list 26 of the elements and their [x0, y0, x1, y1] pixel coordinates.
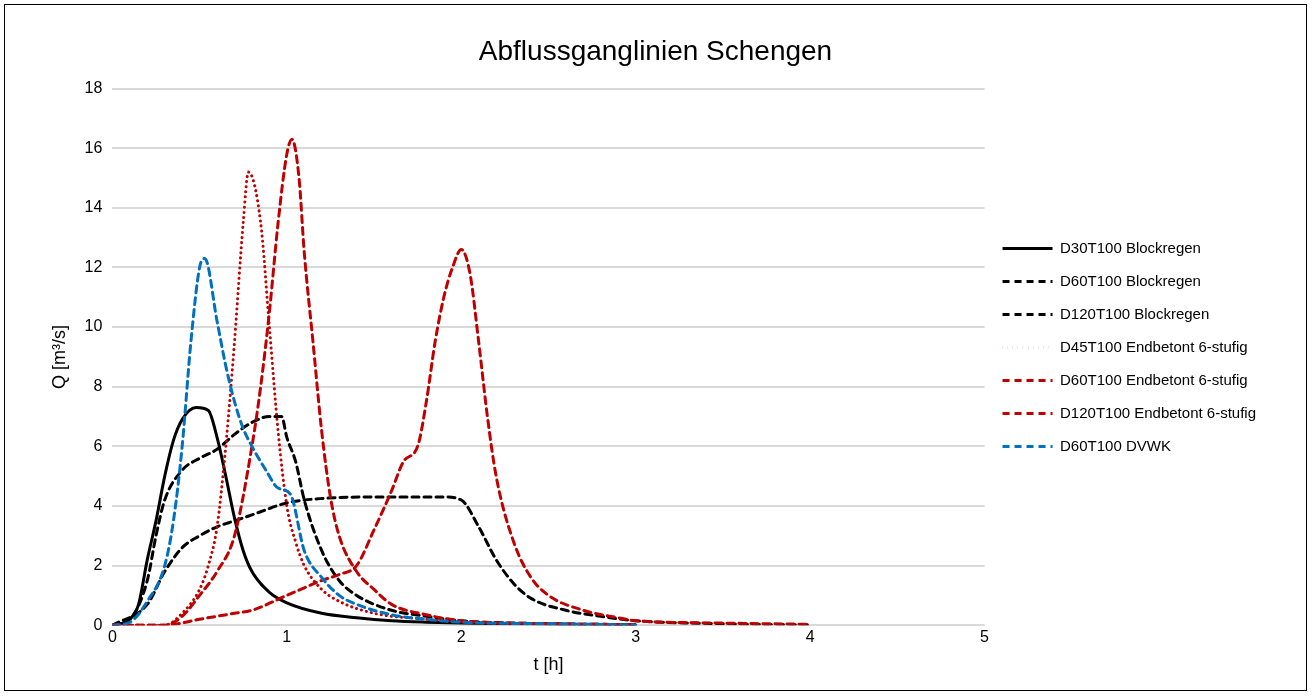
y-tick-label: 4: [93, 496, 103, 514]
y-tick-label: 8: [93, 377, 103, 395]
y-tick-label: 0: [93, 615, 103, 633]
x-tick-label: 1: [282, 628, 292, 646]
y-tick-label: 10: [84, 317, 103, 335]
y-tick-label: 12: [84, 257, 103, 275]
legend-label: D60T100 Blockregen: [1060, 271, 1201, 289]
y-tick-label: 6: [93, 436, 103, 454]
x-axis-title: t [h]: [533, 654, 564, 675]
x-tick-label: 4: [805, 628, 815, 646]
legend-label: D120T100 Endbetont 6-stufig: [1060, 403, 1256, 421]
legend-label: D120T100 Blockregen: [1060, 304, 1210, 322]
chart-title: Abflussganglinien Schengen: [478, 34, 833, 66]
x-tick-label: 3: [631, 628, 641, 646]
legend-label: D60T100 Endbetont 6-stufig: [1060, 370, 1248, 388]
y-tick-label: 16: [84, 138, 103, 156]
y-tick-label: 14: [84, 198, 103, 216]
legend-label: D45T100 Endbetont 6-stufig: [1060, 337, 1248, 355]
x-tick-label: 5: [980, 628, 990, 646]
y-tick-label: 2: [93, 555, 103, 573]
y-tick-label: 18: [84, 79, 103, 97]
y-axis-title: Q [m³/s]: [48, 324, 69, 389]
legend-label: D60T100 DVWK: [1060, 436, 1171, 454]
legend-label: D30T100 Blockregen: [1060, 238, 1201, 256]
x-tick-label: 2: [456, 628, 466, 646]
x-tick-label: 0: [107, 628, 117, 646]
